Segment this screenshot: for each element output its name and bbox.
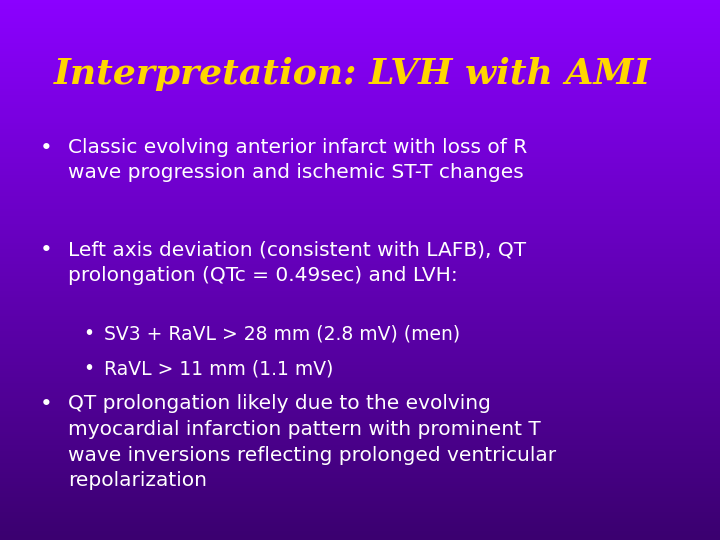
Text: Interpretation: LVH with AMI: Interpretation: LVH with AMI: [54, 57, 652, 91]
Text: •: •: [83, 359, 94, 378]
Text: •: •: [40, 394, 53, 414]
Text: Classic evolving anterior infarct with loss of R
wave progression and ischemic S: Classic evolving anterior infarct with l…: [68, 138, 528, 183]
Text: RaVL > 11 mm (1.1 mV): RaVL > 11 mm (1.1 mV): [104, 359, 334, 378]
Text: QT prolongation likely due to the evolving
myocardial infarction pattern with pr: QT prolongation likely due to the evolvi…: [68, 394, 557, 490]
Text: •: •: [40, 138, 53, 158]
Text: Left axis deviation (consistent with LAFB), QT
prolongation (QTc = 0.49sec) and : Left axis deviation (consistent with LAF…: [68, 240, 526, 285]
Text: SV3 + RaVL > 28 mm (2.8 mV) (men): SV3 + RaVL > 28 mm (2.8 mV) (men): [104, 324, 461, 343]
Text: •: •: [40, 240, 53, 260]
Text: •: •: [83, 324, 94, 343]
